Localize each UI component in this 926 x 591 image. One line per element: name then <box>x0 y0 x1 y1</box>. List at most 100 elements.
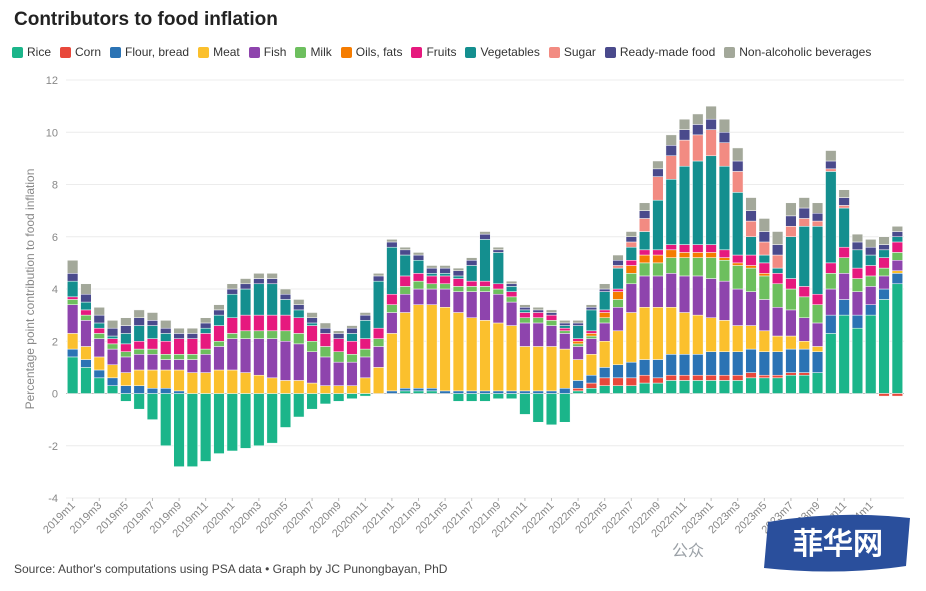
bar-segment <box>572 380 584 389</box>
bar-segment <box>266 393 278 444</box>
legend-swatch <box>604 46 616 58</box>
bar-segment <box>692 314 704 355</box>
bar-segment <box>186 393 198 467</box>
bar-segment <box>293 393 305 418</box>
bar-segment <box>772 351 784 376</box>
bar-segment <box>106 338 119 345</box>
bar-segment <box>785 202 797 217</box>
bar-segment <box>426 390 438 394</box>
bar-segment <box>692 124 704 136</box>
bar-segment <box>718 132 730 143</box>
bar-segment <box>652 249 664 256</box>
bar-segment <box>772 307 784 337</box>
bar-segment <box>506 286 518 292</box>
bar-segment <box>599 317 611 324</box>
bar-segment <box>120 325 132 334</box>
bar-segment <box>692 380 704 394</box>
bar-segment <box>519 322 531 347</box>
bar-segment <box>399 293 411 313</box>
bar-segment <box>585 338 597 355</box>
bar-segment <box>306 325 318 342</box>
bar-segment <box>732 160 744 172</box>
bar-segment <box>160 388 172 394</box>
legend-item: Ready-made food <box>604 45 716 59</box>
bar-segment <box>732 192 744 256</box>
bar-segment <box>293 333 305 345</box>
bar-segment <box>572 343 584 347</box>
bar-segment <box>67 280 79 298</box>
bar-segment <box>732 262 744 266</box>
bar-segment <box>572 341 584 345</box>
bar-segment <box>160 333 172 342</box>
bar-segment <box>599 283 611 290</box>
bar-segment <box>306 341 318 352</box>
bar-segment <box>745 348 757 373</box>
bar-segment <box>625 246 637 261</box>
bar-segment <box>732 374 744 381</box>
bar-segment <box>319 322 331 329</box>
bar-segment <box>798 348 810 373</box>
bar-segment <box>306 312 318 318</box>
bar-segment <box>359 377 371 394</box>
bar-segment <box>838 299 850 316</box>
bar-segment <box>838 273 850 300</box>
bar-segment <box>785 335 797 350</box>
bar-segment <box>479 291 491 321</box>
bar-segment <box>599 341 611 368</box>
bar-segment <box>732 171 744 193</box>
legend-label: Vegetables <box>480 45 540 59</box>
bar-segment <box>439 390 451 394</box>
bar-segment <box>346 354 358 363</box>
bar-segment <box>718 165 730 251</box>
bar-segment <box>825 171 837 264</box>
legend-swatch <box>12 46 23 58</box>
bar-segment <box>426 275 438 285</box>
bar-segment <box>772 377 784 394</box>
bar-segment <box>772 267 784 274</box>
bar-segment <box>80 314 92 321</box>
bar-segment <box>426 283 438 290</box>
bar-segment <box>253 283 265 316</box>
bar-segment <box>319 385 331 394</box>
legend-label: Fish <box>263 45 287 59</box>
bar-segment <box>639 202 651 211</box>
bar-segment <box>240 372 252 394</box>
legend-label: Meat <box>213 45 240 59</box>
bar-segment <box>466 291 478 318</box>
bar-segment <box>439 273 451 277</box>
bar-segment <box>80 367 92 394</box>
bar-segment <box>825 273 837 290</box>
bar-segment <box>891 252 903 261</box>
bar-segment <box>106 364 119 379</box>
bar-segment <box>200 348 212 355</box>
bar-segment <box>572 320 584 324</box>
bar-segment <box>705 380 717 394</box>
bar-segment <box>186 359 198 373</box>
bar-segment <box>758 218 770 232</box>
bar-segment <box>479 233 491 240</box>
bar-segment <box>426 267 438 274</box>
bar-segment <box>785 226 797 238</box>
bar-segment <box>452 390 464 394</box>
bar-segment <box>506 283 518 287</box>
bar-segment <box>838 207 850 248</box>
bar-segment <box>559 325 571 329</box>
legend-label: Ready-made food <box>619 45 716 59</box>
bar-segment <box>426 304 438 389</box>
bar-segment <box>93 307 105 316</box>
bar-segment <box>692 160 704 245</box>
bar-segment <box>851 241 864 251</box>
bar-segment <box>146 320 159 326</box>
y-tick-label: 8 <box>52 180 58 192</box>
bar-segment <box>492 322 504 392</box>
bar-segment <box>865 275 877 287</box>
bar-segment <box>186 327 198 334</box>
bar-segment <box>279 293 292 300</box>
bar-segment <box>133 317 145 326</box>
y-tick-label: 0 <box>52 389 58 401</box>
bar-segment <box>240 393 252 449</box>
bar-segment <box>572 359 584 381</box>
bar-segment <box>173 369 185 392</box>
bar-segment <box>532 317 544 324</box>
